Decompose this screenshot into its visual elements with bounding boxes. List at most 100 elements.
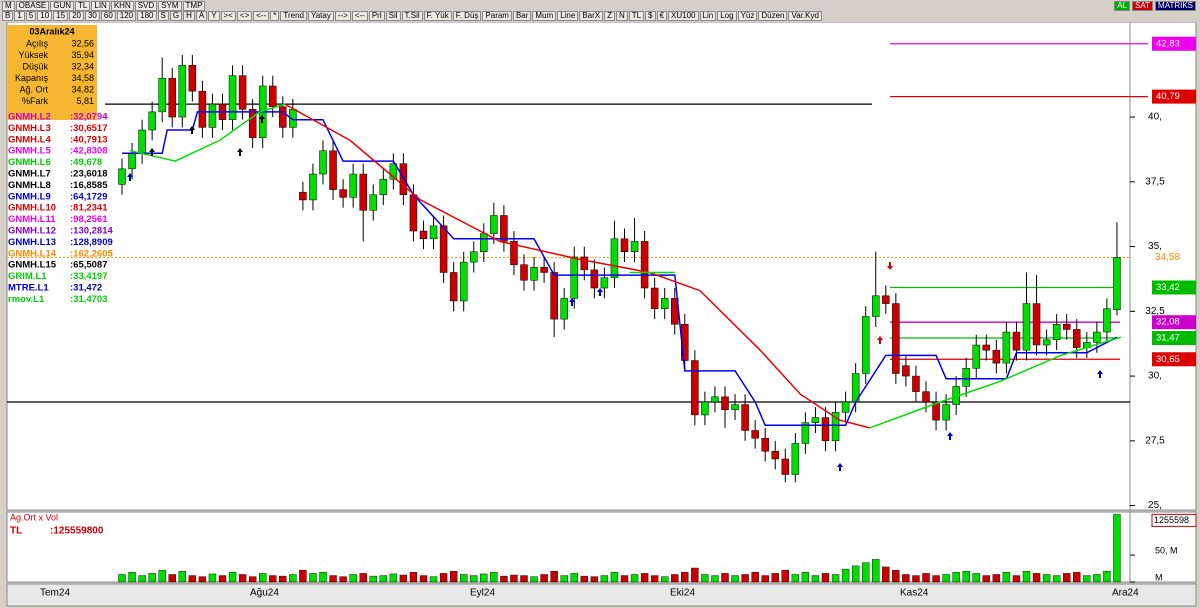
toolbar-button[interactable]: >< xyxy=(220,11,236,21)
toolbar-button[interactable]: TL xyxy=(75,1,91,11)
toolbar-button[interactable]: € xyxy=(656,11,668,21)
signal-arrow xyxy=(569,298,575,306)
toolbar-button[interactable]: M xyxy=(2,1,15,11)
toolbar-button[interactable]: LIN xyxy=(91,1,110,11)
volume-bar xyxy=(309,573,317,583)
signal-arrow xyxy=(837,463,843,471)
toolbar-button[interactable]: Yatay xyxy=(307,11,334,21)
toolbar-button[interactable]: 120 xyxy=(116,11,137,21)
toolbar-button[interactable]: --> xyxy=(334,11,351,21)
candle-body xyxy=(801,422,810,444)
toolbar-button[interactable]: 1 xyxy=(14,11,25,21)
candle-body xyxy=(912,375,920,392)
info-label: %Fark xyxy=(22,96,49,106)
volume-bar xyxy=(319,572,327,583)
candle-body xyxy=(168,77,176,118)
volume-bar xyxy=(711,575,719,583)
signal-arrow xyxy=(887,262,893,270)
toolbar-button[interactable]: 15 xyxy=(53,11,69,21)
toolbar-button[interactable]: Param xyxy=(482,11,512,21)
toolbar-button[interactable]: <> xyxy=(236,11,253,21)
indicator-name: GNMH.L7 xyxy=(8,169,51,180)
toolbar-right: AL SAT MATRIKS xyxy=(1114,1,1196,11)
toolbar-button[interactable]: Sil xyxy=(385,11,401,21)
toolbar-button[interactable]: SYM xyxy=(158,1,182,11)
toolbar-button[interactable]: GUN xyxy=(50,1,75,11)
toolbar-button[interactable]: $ xyxy=(645,11,656,21)
toolbar-button[interactable]: Y xyxy=(208,11,220,21)
candle-body xyxy=(158,77,166,113)
toolbar-button[interactable]: Lin xyxy=(699,11,717,21)
toolbar-button[interactable]: XU100 xyxy=(668,11,699,21)
candle-body xyxy=(439,225,448,273)
volume-bar xyxy=(218,575,227,583)
indicator-value: :16,8585 xyxy=(70,180,108,191)
indicator-value: :31,4703 xyxy=(70,294,108,305)
toolbar-button[interactable]: SAT xyxy=(1132,1,1154,11)
toolbar-button[interactable]: G xyxy=(169,11,183,21)
volume-bar xyxy=(238,574,247,583)
candle-body xyxy=(339,189,347,198)
toolbar-button[interactable]: <-- xyxy=(253,11,270,21)
toolbar-button[interactable]: TMP xyxy=(182,1,206,11)
info-label: Açılış xyxy=(26,38,49,48)
toolbar-button[interactable]: 20 xyxy=(69,11,84,21)
candle-body xyxy=(1012,331,1021,351)
level-label-box xyxy=(1152,315,1196,330)
candle-body xyxy=(178,65,187,118)
toolbar-button[interactable]: Mum xyxy=(532,11,557,21)
candle-body xyxy=(560,298,568,320)
toolbar-button[interactable]: 10 xyxy=(37,11,53,21)
toolbar-button[interactable]: Düzen xyxy=(758,11,788,21)
volume-bar xyxy=(118,574,126,583)
volume-bar xyxy=(299,569,307,583)
volume-bar xyxy=(248,576,257,583)
candle-body xyxy=(791,443,800,475)
toolbar-button[interactable]: SVD xyxy=(134,1,158,11)
chart: Ag.Ort x Vol TL :125559800 Tem24 Ağu24 E… xyxy=(0,22,1200,608)
time-axis xyxy=(6,583,1197,607)
signal-arrow xyxy=(597,288,603,296)
toolbar-button[interactable]: T.Sil xyxy=(401,11,423,21)
toolbar-button[interactable]: Bar xyxy=(512,11,532,21)
candle-body xyxy=(660,298,669,309)
volume-bar xyxy=(379,575,387,583)
candle-body xyxy=(861,316,870,374)
toolbar-button[interactable]: * xyxy=(270,11,280,21)
toolbar-button[interactable]: Var.Kyd xyxy=(788,11,822,21)
toolbar-button[interactable]: TL xyxy=(628,11,645,21)
toolbar-button[interactable]: F. Düş xyxy=(452,11,482,21)
toolbar-button[interactable]: S xyxy=(157,11,169,21)
toolbar-button[interactable]: H xyxy=(183,11,195,21)
volume-bar xyxy=(439,573,448,583)
toolbar-button[interactable]: 30 xyxy=(84,11,100,21)
toolbar-button[interactable]: B xyxy=(2,11,14,21)
toolbar-button[interactable]: N xyxy=(616,11,628,21)
toolbar-button[interactable]: KHN xyxy=(110,1,134,11)
indicator-name: MTRE.L1 xyxy=(8,283,49,294)
signal-arrow xyxy=(947,432,953,440)
toolbar-button[interactable]: Log xyxy=(717,11,737,21)
toolbar-button[interactable]: MATRIKS xyxy=(1155,1,1196,11)
toolbar-button[interactable]: F. Yük xyxy=(423,11,452,21)
toolbar-button[interactable]: <-- xyxy=(351,11,368,21)
toolbar-button[interactable]: Prl xyxy=(368,11,385,21)
toolbar-button[interactable]: A xyxy=(195,11,208,21)
toolbar-button[interactable]: Line xyxy=(557,11,579,21)
indicator-line xyxy=(122,111,1118,427)
toolbar-button[interactable]: AL xyxy=(1114,1,1131,11)
toolbar-button[interactable]: BarX xyxy=(579,11,604,21)
info-date: 03Aralık24 xyxy=(29,26,74,36)
toolbar-button[interactable]: Trend xyxy=(280,11,307,21)
volume-bar xyxy=(912,575,920,583)
toolbar-button[interactable]: 5 xyxy=(25,11,37,21)
volume-bar xyxy=(1093,574,1101,583)
toolbar-button[interactable]: Z xyxy=(604,11,616,21)
toolbar-button[interactable]: OBASE xyxy=(15,1,50,11)
candle-body xyxy=(359,173,367,211)
volume-bar xyxy=(1022,571,1031,583)
candle-body xyxy=(872,295,880,317)
toolbar-button[interactable]: 60 xyxy=(100,11,116,21)
toolbar-button[interactable]: 180 xyxy=(137,11,157,21)
toolbar-button[interactable]: Yüz xyxy=(737,11,758,21)
